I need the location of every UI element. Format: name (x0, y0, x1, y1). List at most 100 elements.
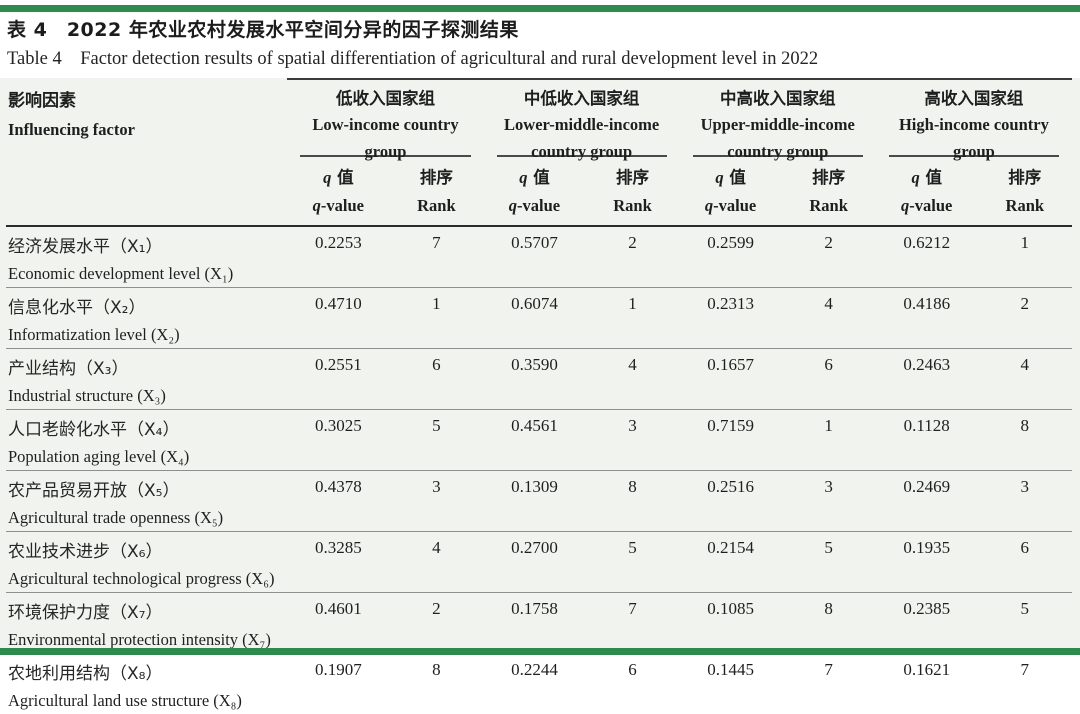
qvalue-header-en: q-value (484, 196, 586, 216)
group-name-zh: 高收入国家组 (889, 85, 1059, 109)
qvalue-cell: 0.4186 (876, 288, 978, 349)
factor-name-zh: 农产品贸易开放（X₅） (8, 476, 287, 501)
qvalue-cell: 0.2700 (484, 532, 586, 593)
rank-header-zh: 排序 (389, 164, 483, 188)
q-symbol: q (705, 196, 713, 215)
qvalue-column-header: q 值 q-value (484, 157, 586, 226)
qvalue-cell: 0.2463 (876, 349, 978, 410)
qvalue-cell: 0.2469 (876, 471, 978, 532)
factor-name-zh: 环境保护力度（X₇） (8, 598, 287, 623)
factor-header-en: Influencing factor (8, 120, 287, 140)
rank-cell: 7 (585, 593, 679, 654)
factor-cell: 信息化水平（X₂） Informatization level (X₂) (6, 288, 287, 349)
qvalue-header-zh: q 值 (484, 164, 586, 188)
qvalue-cell: 0.4601 (287, 593, 389, 654)
rank-cell: 3 (978, 471, 1072, 532)
factor-cell: 农产品贸易开放（X₅） Agricultural trade openness (… (6, 471, 287, 532)
factor-name-en: Agricultural trade openness (X₅) (8, 508, 287, 528)
rank-cell: 2 (389, 593, 483, 654)
qvalue-cell: 0.2599 (680, 226, 782, 288)
rank-cell: 4 (585, 349, 679, 410)
page-title-en: Table 4 Factor detection results of spat… (7, 49, 1073, 70)
qvalue-cell: 0.2385 (876, 593, 978, 654)
rank-header-zh: 排序 (781, 164, 875, 188)
qvalue-cell: 0.4378 (287, 471, 389, 532)
qvalue-cell: 0.7159 (680, 410, 782, 471)
factor-name-en: Informatization level (X₂) (8, 325, 287, 345)
rank-cell: 2 (781, 226, 875, 288)
rank-cell: 2 (585, 226, 679, 288)
table-row: 人口老龄化水平（X₄）Population aging level (X₄)0.… (6, 410, 1072, 471)
rank-cell: 2 (978, 288, 1072, 349)
factor-header-zh: 影响因素 (8, 86, 287, 111)
qvalue-cell: 0.1309 (484, 471, 586, 532)
qvalue-header-zh: q 值 (287, 164, 389, 188)
factor-name-en: Environmental protection intensity (X₇) (8, 630, 287, 650)
table-row: 农业技术进步（X₆）Agricultural technological pro… (6, 532, 1072, 593)
factor-name-zh: 人口老龄化水平（X₄） (8, 415, 287, 440)
qvalue-cell: 0.1128 (876, 410, 978, 471)
qvalue-cell: 0.2154 (680, 532, 782, 593)
factor-name-en: Agricultural technological progress (X₆) (8, 569, 287, 589)
qvalue-header-en: q-value (287, 196, 389, 216)
qvalue-cell: 0.3285 (287, 532, 389, 593)
rank-cell: 6 (781, 349, 875, 410)
qvalue-cell: 0.4710 (287, 288, 389, 349)
factor-name-zh: 经济发展水平（X₁） (8, 232, 287, 257)
rank-cell: 5 (585, 532, 679, 593)
rank-cell: 8 (389, 654, 483, 714)
rank-cell: 1 (781, 410, 875, 471)
rank-cell: 4 (781, 288, 875, 349)
factor-name-zh: 信息化水平（X₂） (8, 293, 287, 318)
rank-cell: 8 (585, 471, 679, 532)
qvalue-cell: 0.1907 (287, 654, 389, 714)
qvalue-cell: 0.1621 (876, 654, 978, 714)
factor-cell: 农业技术进步（X₆）Agricultural technological pro… (6, 532, 287, 593)
rank-cell: 8 (781, 593, 875, 654)
rank-header-en: Rank (781, 196, 875, 216)
rank-cell: 6 (389, 349, 483, 410)
rank-cell: 3 (781, 471, 875, 532)
qvalue-cell: 0.1445 (680, 654, 782, 714)
rank-cell: 3 (389, 471, 483, 532)
rank-cell: 7 (389, 226, 483, 288)
q-symbol: q (715, 168, 723, 187)
qvalue-cell: 0.2551 (287, 349, 389, 410)
page-title-zh: 表 4 2022 年农业农村发展水平空间分异的因子探测结果 (7, 15, 1073, 42)
qvalue-cell: 0.2313 (680, 288, 782, 349)
factor-name-en: Economic development level (X₁) (8, 264, 287, 284)
qvalue-cell: 0.6074 (484, 288, 586, 349)
rank-cell: 1 (585, 288, 679, 349)
factor-name-zh: 产业结构（X₃） (8, 354, 287, 379)
group-name-zh: 低收入国家组 (300, 85, 470, 109)
rank-header-zh: 排序 (585, 164, 679, 188)
q-symbol: q (509, 196, 517, 215)
rank-cell: 5 (389, 410, 483, 471)
rank-cell: 3 (585, 410, 679, 471)
rank-cell: 4 (389, 532, 483, 593)
rank-cell: 7 (781, 654, 875, 714)
table-row: 经济发展水平（X₁） Economic development level (X₁… (6, 226, 1072, 288)
rank-cell: 1 (978, 226, 1072, 288)
qvalue-cell: 0.5707 (484, 226, 586, 288)
qvalue-cell: 0.3025 (287, 410, 389, 471)
table-row: 信息化水平（X₂） Informatization level (X₂)0.471… (6, 288, 1072, 349)
rank-header-en: Rank (978, 196, 1072, 216)
qvalue-cell: 0.1085 (680, 593, 782, 654)
group-name-zh: 中低收入国家组 (497, 85, 667, 109)
qvalue-column-header: q 值 q-value (287, 157, 389, 226)
qvalue-cell: 0.4561 (484, 410, 586, 471)
